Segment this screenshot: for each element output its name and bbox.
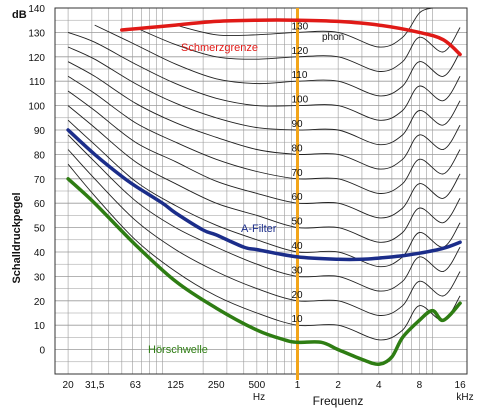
x-tick-label: 8 [417,380,423,391]
y-tick-label: 60 [34,199,46,210]
x-unit-khz: kHz [456,392,473,403]
phon-unit-label: phon [322,32,344,43]
x-tick-label: 1 [295,380,301,391]
plot-frame [54,7,468,375]
y-tick-label: 100 [28,102,45,113]
phon-label: 30 [291,265,303,276]
x-tick-label: 4 [376,380,382,391]
x-unit-hz: Hz [253,392,265,403]
series-line-a-filter [66,128,462,262]
series-label-hoerschwelle: Hörschwelle [148,344,208,356]
phon-label: 120 [291,46,308,57]
y-tick-label: 10 [34,321,46,332]
y-tick-label: 110 [29,77,45,88]
y-unit-label: dB [12,9,27,21]
y-tick-label: 0 [39,346,45,357]
y-tick-label: 140 [28,4,45,15]
x-tick-label: 125 [167,380,184,391]
phon-label: 70 [291,168,303,179]
phon-label: 50 [291,217,303,228]
series-label-a-filter: A-Filter [241,223,277,235]
phon-contour-110 [94,24,461,97]
x-axis-label: Frequenz [313,394,364,408]
y-tick-label: 80 [34,150,46,161]
phon-label: 10 [291,314,303,325]
x-tick-label: 63 [130,380,142,391]
phon-contour-120 [135,27,461,72]
y-tick-label: 70 [34,175,46,186]
y-tick-label: 40 [34,248,46,259]
y-tick-label: 50 [34,224,46,235]
x-tick-label: 31,5 [85,380,105,391]
x-tick-label: 2 [335,380,341,391]
phon-label: 40 [291,241,303,252]
y-tick-label: 90 [34,126,46,137]
y-tick-label: 130 [28,28,45,39]
phon-label: 80 [291,143,303,154]
series-line-schmerzgrenze [120,18,462,57]
y-tick-label: 30 [34,272,46,283]
y-tick-label: 20 [34,297,46,308]
phon-contour-130 [175,7,433,48]
x-tick-label: 20 [63,380,75,391]
x-tick-label: 500 [249,380,266,391]
x-tick-label: 250 [208,380,225,391]
phon-label: 90 [291,119,303,130]
y-tick-label: 120 [28,53,45,64]
phon-label: 60 [291,192,303,203]
series-lines [66,18,462,366]
x-tick-label: 16 [455,380,467,391]
reference-line-1khz: 10 20 30 40 50 60 70 80 90 100 110 120 130 [291,8,309,380]
phon-label: 110 [291,70,307,81]
series-line-h-rschwelle [66,177,462,366]
phon-label: 100 [291,95,308,106]
series-label-schmerzgrenze: Schmerzgrenze [181,42,258,54]
grid [54,7,468,375]
phon-label: 20 [291,290,303,301]
phon-label: 130 [291,21,308,32]
y-axis-label: Schalldruckpegel [11,192,23,283]
